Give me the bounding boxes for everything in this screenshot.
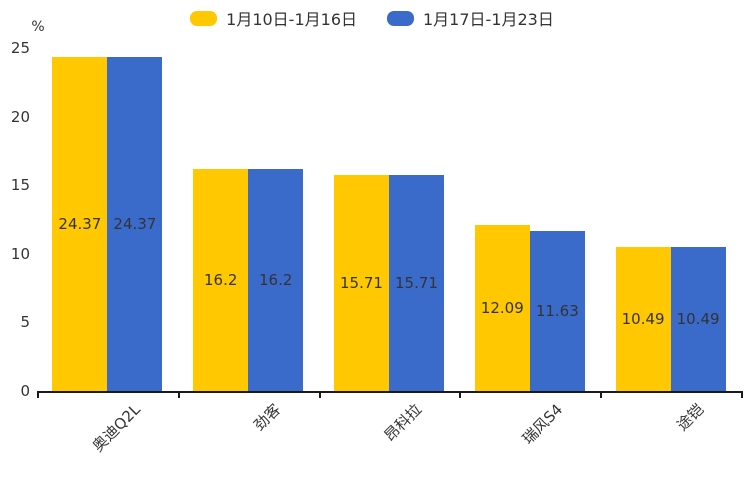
x-axis-tick [318, 391, 321, 398]
y-axis-unit-label: % [31, 19, 45, 35]
category-label-昂科拉: 昂科拉 [380, 400, 426, 445]
bar-value-label: 16.2 [258, 270, 293, 289]
bar-value-label: 15.71 [340, 274, 383, 293]
bar-1月17日-1月23日-昂科拉: 15.71 [389, 175, 444, 391]
x-axis-tick [37, 391, 39, 398]
legend-item-week2[interactable]: 1月17日-1月23日 [387, 6, 554, 30]
y-tick-label-5: 5 [20, 313, 30, 332]
category-label-瑞风S4: 瑞风S4 [518, 400, 566, 448]
category-label-奥迪Q2L: 奥迪Q2L [88, 400, 144, 456]
bar-value-label: 15.71 [395, 274, 438, 293]
legend-swatch-yellow-icon [190, 10, 218, 26]
bar-1月10日-1月16日-昂科拉: 15.71 [334, 175, 389, 391]
bar-1月10日-1月16日-奥迪Q2L: 24.37 [52, 56, 108, 391]
y-tick-label-0: 0 [20, 382, 30, 400]
category-label-途铠: 途铠 [672, 400, 707, 435]
bar-value-label: 10.49 [621, 310, 665, 329]
bar-1月17日-1月23日-奥迪Q2L: 24.37 [107, 56, 163, 391]
y-tick-label-15: 15 [10, 176, 30, 195]
bar-value-label: 11.63 [535, 302, 579, 321]
bar-1月10日-1月16日-瑞风S4: 12.09 [474, 225, 530, 391]
x-axis-line [37, 391, 743, 393]
bar-value-label: 10.49 [676, 310, 720, 329]
x-axis-tick [600, 391, 603, 398]
bar-value-label: 24.37 [58, 214, 102, 233]
x-axis-tick [459, 391, 462, 398]
chart-legend: 1月10日-1月16日 1月17日-1月23日 [0, 6, 744, 30]
category-label-劲客: 劲客 [250, 400, 285, 435]
bar-value-label: 24.37 [113, 214, 157, 233]
bar-1月17日-1月23日-途铠: 10.49 [670, 247, 726, 391]
bar-1月10日-1月16日-途铠: 10.49 [615, 247, 671, 391]
bar-1月10日-1月16日-劲客: 16.2 [193, 168, 249, 391]
x-axis-tick [741, 391, 743, 398]
bar-1月17日-1月23日-劲客: 16.2 [248, 168, 304, 391]
legend-label-week1: 1月10日-1月16日 [226, 10, 357, 29]
y-tick-label-20: 20 [10, 107, 30, 126]
bar-value-label: 16.2 [203, 270, 238, 289]
y-tick-label-25: 25 [10, 39, 30, 57]
y-tick-label-10: 10 [10, 244, 30, 263]
bar-value-label: 12.09 [480, 299, 524, 318]
x-axis-tick [177, 391, 180, 398]
bar-1月17日-1月23日-瑞风S4: 11.63 [529, 231, 585, 391]
legend-swatch-blue-icon [387, 10, 414, 26]
legend-item-week1[interactable]: 1月10日-1月16日 [190, 6, 357, 30]
legend-label-week2: 1月17日-1月23日 [423, 10, 554, 29]
